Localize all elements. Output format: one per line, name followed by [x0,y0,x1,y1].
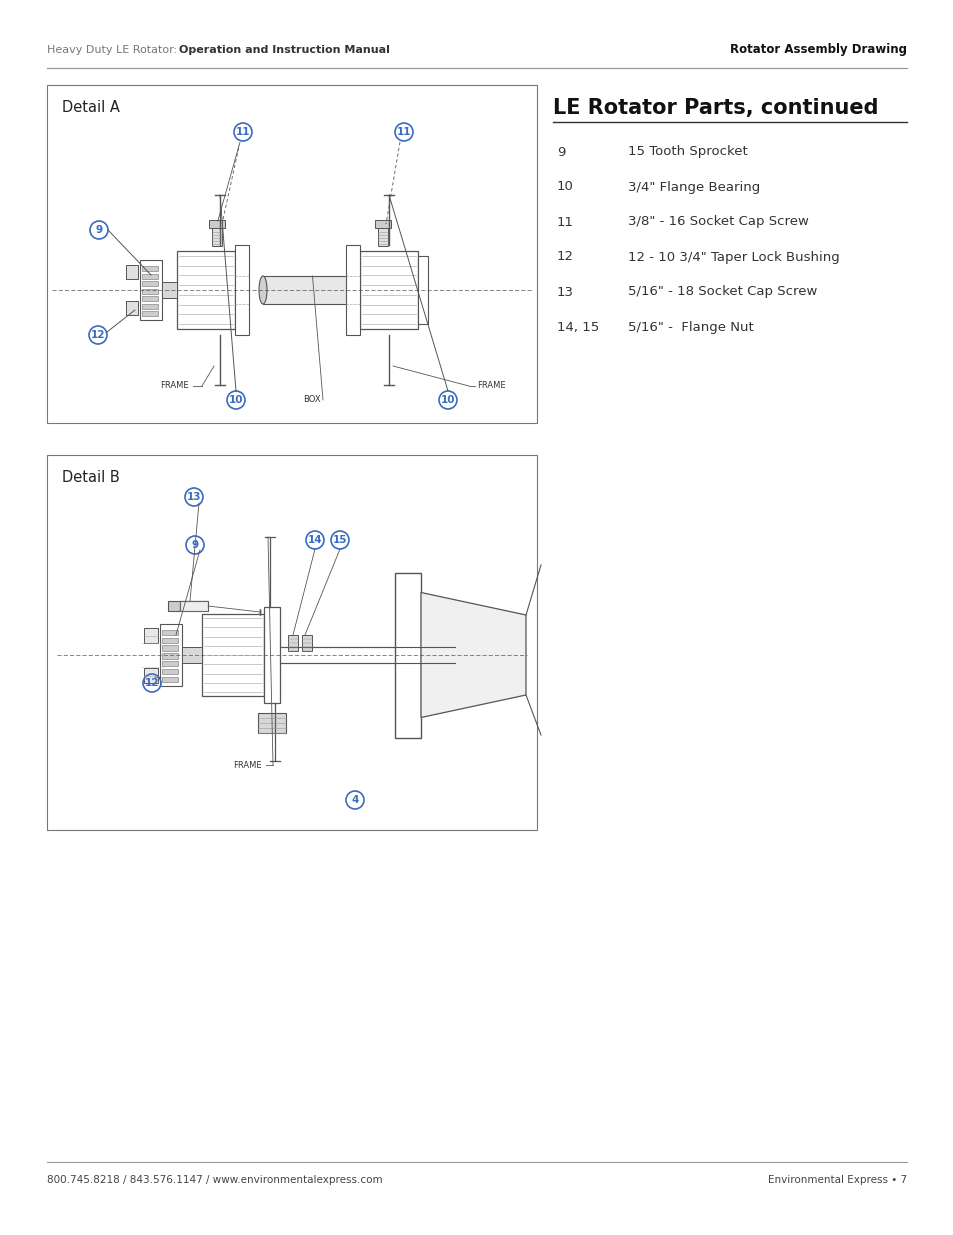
Text: 14: 14 [308,535,322,545]
Bar [302,635,312,651]
Bar [142,304,158,309]
Bar [162,646,178,651]
Text: 12 - 10 3/4" Taper Lock Bushing: 12 - 10 3/4" Taper Lock Bushing [627,251,839,263]
Bar [182,647,202,663]
Bar [126,266,138,279]
Bar [162,677,178,682]
Bar [234,245,249,335]
Bar [168,601,180,611]
Bar [395,573,420,737]
Text: 10: 10 [557,180,574,194]
Text: 15 Tooth Sprocket: 15 Tooth Sprocket [627,146,747,158]
Bar [144,629,158,643]
Text: Detail B: Detail B [62,469,120,484]
Bar [177,251,234,329]
Text: FRAME: FRAME [233,761,261,769]
Bar [202,614,264,697]
Bar [377,228,388,246]
Text: BOX: BOX [303,395,320,405]
Bar [126,301,138,315]
Bar [142,266,158,270]
Text: LE Rotator Parts, continued: LE Rotator Parts, continued [553,98,878,119]
Text: 14, 15: 14, 15 [557,321,598,333]
Bar [142,296,158,301]
Bar [417,256,428,324]
Text: 9: 9 [557,146,565,158]
Text: Rotator Assembly Drawing: Rotator Assembly Drawing [729,43,906,57]
Bar [162,637,178,643]
Bar [264,606,280,703]
Text: 9: 9 [192,540,198,550]
Bar [162,653,178,658]
Bar [144,668,158,683]
Bar [257,713,286,734]
Bar [142,289,158,294]
Text: 3/4" Flange Bearing: 3/4" Flange Bearing [627,180,760,194]
Text: 13: 13 [557,285,574,299]
Bar [47,454,537,830]
Text: FRAME: FRAME [160,382,189,390]
Text: 10: 10 [229,395,243,405]
Text: 3/8" - 16 Socket Cap Screw: 3/8" - 16 Socket Cap Screw [627,215,808,228]
Bar [162,282,177,298]
Bar [346,245,359,335]
Bar [288,635,297,651]
Ellipse shape [258,275,267,304]
Bar [142,282,158,287]
Bar [160,624,182,685]
Text: 4: 4 [351,795,358,805]
Text: Environmental Express • 7: Environmental Express • 7 [767,1174,906,1186]
Polygon shape [420,593,525,718]
Bar [359,251,417,329]
Bar [212,228,222,246]
Bar [209,220,225,228]
Bar [180,601,208,611]
Text: 800.745.8218 / 843.576.1147 / www.environmentalexpress.com: 800.745.8218 / 843.576.1147 / www.enviro… [47,1174,382,1186]
Text: Detail A: Detail A [62,100,120,115]
Bar [162,630,178,635]
Text: 15: 15 [333,535,347,545]
Text: 12: 12 [91,330,105,340]
Bar [47,85,537,424]
Bar [140,261,162,320]
Text: 10: 10 [440,395,455,405]
Bar [142,273,158,279]
Text: 11: 11 [557,215,574,228]
Bar [162,661,178,667]
Bar [263,275,361,304]
Bar [142,311,158,316]
Text: 12: 12 [557,251,574,263]
Text: 5/16" -  Flange Nut: 5/16" - Flange Nut [627,321,753,333]
Bar [375,220,391,228]
Ellipse shape [357,275,366,304]
Text: 13: 13 [187,492,201,501]
Bar [162,668,178,674]
Text: 11: 11 [235,127,250,137]
Text: 11: 11 [396,127,411,137]
Text: Operation and Instruction Manual: Operation and Instruction Manual [179,44,390,56]
Text: 9: 9 [95,225,103,235]
Text: 12: 12 [145,678,159,688]
Text: Heavy Duty LE Rotator:: Heavy Duty LE Rotator: [47,44,180,56]
Text: 5/16" - 18 Socket Cap Screw: 5/16" - 18 Socket Cap Screw [627,285,817,299]
Text: FRAME: FRAME [476,382,505,390]
